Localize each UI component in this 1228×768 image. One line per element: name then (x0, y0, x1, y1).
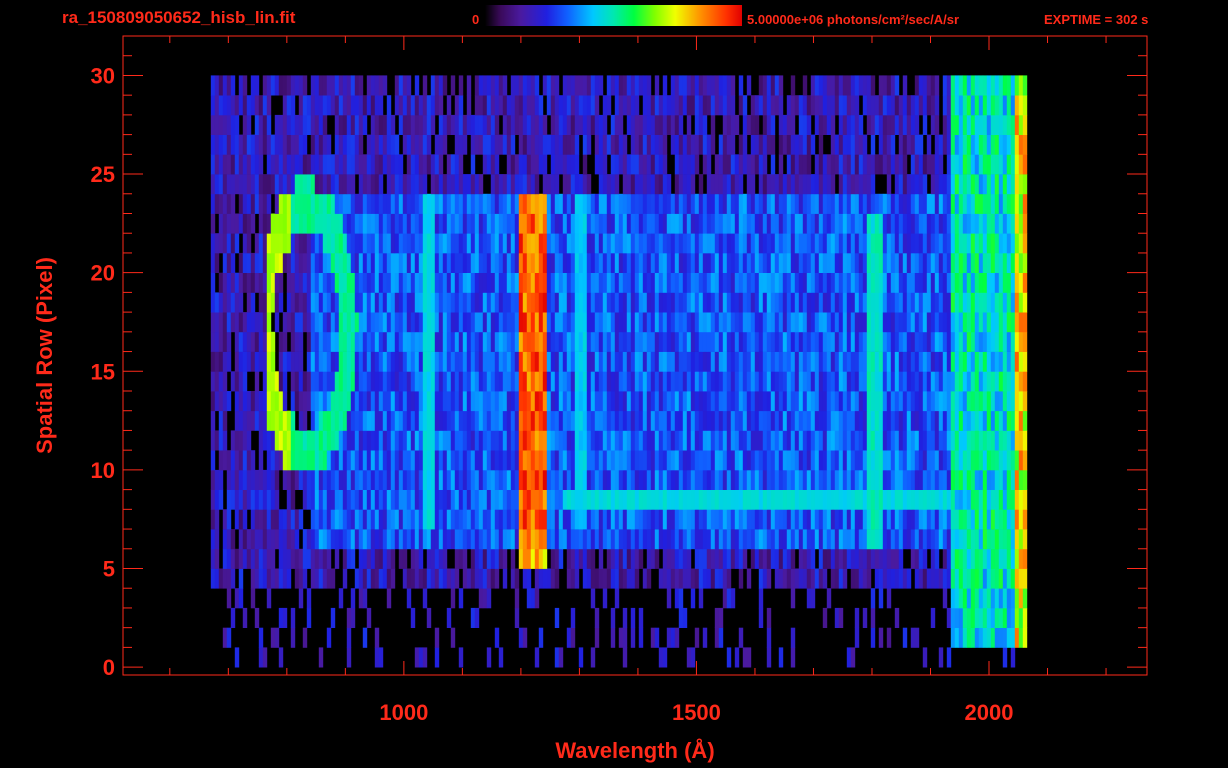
x-tick-label: 1500 (672, 700, 721, 725)
file-title: ra_150809050652_hisb_lin.fit (62, 8, 296, 27)
heatmap-cells (210, 75, 1028, 668)
y-tick-label: 30 (91, 63, 115, 88)
plot-frame (122, 35, 1148, 676)
y-tick-label: 15 (91, 359, 115, 384)
x-tick-label: 1000 (379, 700, 428, 725)
x-tick-label: 2000 (965, 700, 1014, 725)
axis-ticks: 1000 1500 2000 0 5 10 15 20 25 30 (91, 36, 1147, 725)
exptime-label: EXPTIME = 302 s (1044, 12, 1149, 27)
y-axis-label: Spatial Row (Pixel) (32, 257, 57, 454)
colorbar (485, 5, 742, 26)
y-tick-label: 5 (103, 557, 115, 582)
x-axis-label: Wavelength (Å) (555, 737, 714, 763)
y-tick-label: 20 (91, 261, 115, 286)
colorbar-max-label: 5.00000e+06 photons/cm²/sec/A/sr (747, 12, 960, 27)
y-tick-label: 10 (91, 458, 115, 483)
colorbar-min-label: 0 (472, 12, 480, 27)
y-tick-label: 25 (91, 162, 115, 187)
y-tick-label: 0 (103, 655, 115, 680)
